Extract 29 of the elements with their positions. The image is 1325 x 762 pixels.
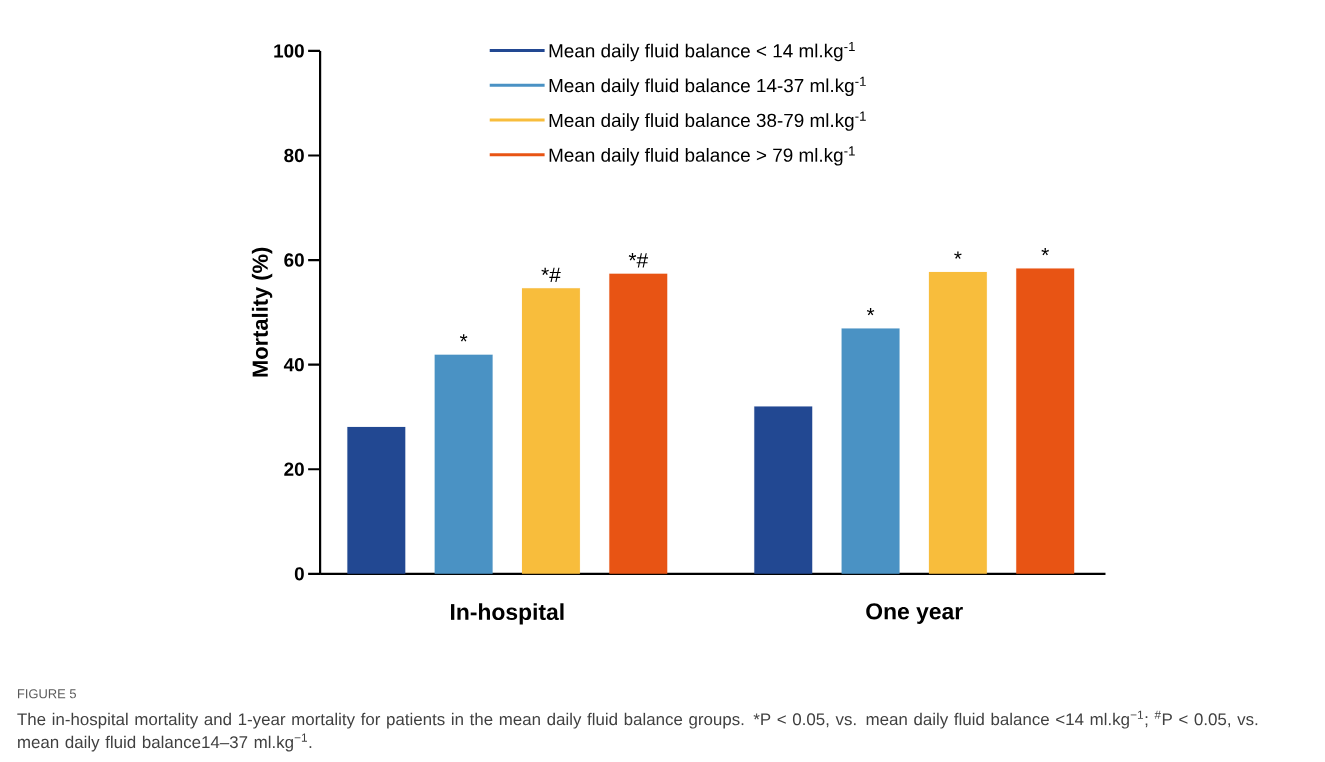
bar <box>347 426 406 574</box>
text: The in-hospital mortality and 1-year mortality for patients in the mean daily fluid balance groups. *P < 0.05, vs. mean daily fluid balance <14 ml.kg$^{−1}$; $^{#}$P < 0.05, vs. mean daily fluid balance14–37 ml.kg$^{−1}$. <box>17 710 1258 752</box>
x-tick-label: One year <box>866 603 963 624</box>
legend-label: Mean daily fluid balance > 79 ml.kg$^{-1}$ <box>549 146 855 166</box>
caption: FIGURE 5 <box>17 688 76 699</box>
bar <box>841 328 900 574</box>
bar <box>928 271 987 574</box>
y-tick-label: 100 <box>274 44 304 58</box>
y-axis-title: Mortality (%) <box>251 247 273 377</box>
y-tick-label: 60 <box>284 253 304 267</box>
y-tick-label: 20 <box>284 462 304 476</box>
legend-label: Mean daily fluid balance < 14 ml.kg$^{-1}$ <box>549 41 855 62</box>
bar <box>1016 268 1075 574</box>
bar <box>434 354 493 574</box>
y-tick-label: 40 <box>283 357 304 372</box>
data-label: * <box>1041 247 1049 256</box>
data-label: * <box>954 251 962 259</box>
y-tick-label: 0 <box>294 566 304 581</box>
legend-label: Mean daily fluid balance 14-37 ml.kg$^{-1}$ <box>549 76 866 96</box>
bar <box>521 288 580 574</box>
y-tick-label: 80 <box>284 148 304 162</box>
data-label: *# <box>628 252 649 268</box>
data-label: *# <box>541 267 561 282</box>
data-label: * <box>459 333 468 342</box>
x-tick-label: In-hospital <box>451 603 564 625</box>
data-label: * <box>866 307 875 316</box>
bar <box>754 406 813 574</box>
legend-label: Mean daily fluid balance 38-79 ml.kg$^{-1}$ <box>549 111 866 131</box>
bar <box>609 273 668 574</box>
